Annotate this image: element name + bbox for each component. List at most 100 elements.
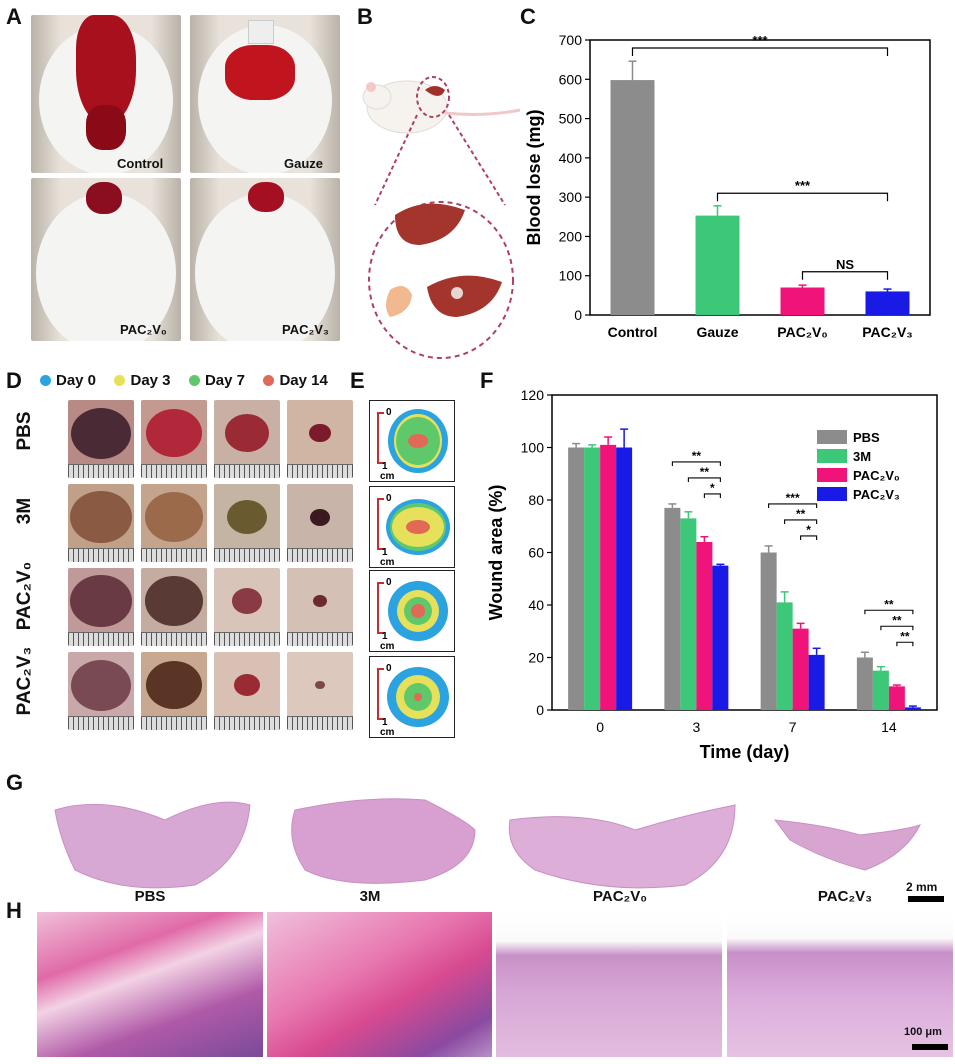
bar-PAC₂V₀ — [696, 542, 713, 710]
x-tick-label: Gauze — [696, 324, 738, 340]
wound-area — [145, 492, 203, 542]
x-tick-label: 7 — [789, 719, 797, 735]
significance-bracket — [716, 192, 889, 202]
legend-label-1: 3M — [853, 449, 871, 464]
legend-swatch-1 — [817, 449, 847, 463]
day7-dot-icon — [188, 375, 200, 386]
wound-photo — [287, 568, 353, 646]
histology-pbs-image — [37, 912, 263, 1057]
histology-title-pac2v0: PAC₂V₀ — [593, 888, 647, 905]
control-photo — [31, 15, 181, 173]
bar-PAC₂V₃ — [616, 447, 633, 710]
x-tick-label: 0 — [596, 719, 604, 735]
wound-area — [234, 673, 260, 697]
wound-area — [146, 661, 202, 709]
ruler — [68, 548, 134, 562]
y-tick-label: 500 — [559, 111, 583, 127]
ruler — [68, 464, 134, 478]
histology-overview — [54, 798, 921, 889]
row-label-pbs: PBS — [14, 411, 35, 451]
bar-PAC₂V₃ — [904, 707, 921, 710]
ruler — [141, 716, 207, 730]
y-tick-label: 700 — [559, 32, 583, 48]
significance-label: *** — [795, 178, 811, 193]
significance-label: NS — [836, 257, 854, 272]
wound-trace-box: 0 1 cm — [369, 400, 455, 482]
trace-ring — [411, 604, 425, 618]
wound-photo — [214, 400, 280, 478]
wound-trace-box: 0 1 cm — [369, 570, 455, 652]
significance-label: ** — [884, 597, 894, 611]
legend-swatch-3 — [817, 487, 847, 501]
plot-frame — [589, 39, 931, 316]
wound-photo — [214, 484, 280, 562]
panel-label-f: F — [480, 368, 494, 393]
bar-3M — [680, 518, 697, 710]
row-label-pac2v3: PAC₂V₃ — [14, 646, 35, 716]
wound-area — [70, 490, 132, 544]
wound-trace-box: 0 1 cm — [369, 486, 455, 568]
bar-PAC₂V₃ — [712, 565, 729, 710]
scale-label-g: 2 mm — [906, 880, 938, 894]
wound-area — [313, 595, 327, 607]
ruler — [68, 632, 134, 646]
y-tick-label: 40 — [528, 597, 544, 613]
scale-unit-label: cm — [380, 727, 395, 737]
x-tick-label: 3 — [692, 719, 700, 735]
wound-area — [227, 500, 267, 534]
day14-dot-icon — [263, 375, 275, 386]
y-tick-label: 100 — [559, 268, 583, 284]
significance-bracket — [671, 461, 721, 466]
y-tick-label: 100 — [521, 440, 545, 456]
significance-bracket — [768, 503, 818, 508]
trace-ring — [406, 520, 430, 534]
bar-PBS — [664, 507, 681, 710]
wound-photo — [141, 652, 207, 730]
legend-label-3: PAC₂V₃ — [853, 487, 900, 502]
y-tick-label: 400 — [559, 150, 583, 166]
wound-trace: 0 1cm — [377, 407, 448, 482]
scale-bracket — [377, 412, 384, 464]
scale-bottom-label: 1 — [382, 461, 388, 472]
wound-area — [310, 508, 330, 526]
scale-top-label: 0 — [386, 663, 392, 674]
wound-photo — [141, 400, 207, 478]
significance-bracket — [801, 271, 889, 280]
bar-3 — [865, 291, 910, 315]
ruler — [287, 716, 353, 730]
x-tick-label: PAC₂V₃ — [862, 324, 913, 340]
scale-unit-label: cm — [380, 641, 395, 651]
wound-area — [232, 588, 262, 614]
scale-top-label: 0 — [386, 493, 392, 504]
x-tick-label: PAC₂V₀ — [777, 324, 827, 340]
wound-area — [309, 423, 331, 443]
wound-photo — [287, 484, 353, 562]
wound-area — [146, 409, 202, 457]
legend-day3: Day 3 — [114, 372, 171, 389]
ruler — [214, 716, 280, 730]
significance-bracket — [784, 519, 818, 524]
x-axis-label: Time (day) — [700, 742, 790, 762]
bar-PBS — [760, 552, 777, 710]
pac2v3-photo — [190, 178, 340, 341]
scale-bar-g — [908, 896, 944, 902]
ruler — [287, 632, 353, 646]
wound-photo — [141, 484, 207, 562]
bar-3M — [872, 670, 889, 710]
x-tick-label: Control — [608, 324, 658, 340]
significance-bracket — [880, 625, 914, 631]
wound-trace: 0 1cm — [377, 493, 450, 568]
scale-bar-h — [912, 1044, 948, 1050]
wound-area — [71, 407, 131, 459]
panel-label-b: B — [357, 4, 373, 29]
bar-0 — [610, 80, 655, 315]
scale-bottom-label: 1 — [382, 631, 388, 642]
wound-area — [315, 680, 325, 690]
significance-label: ** — [900, 629, 910, 643]
legend-label-2: PAC₂V₀ — [853, 468, 900, 483]
scale-top-label: 0 — [386, 407, 392, 418]
wound-trace: 0 1cm — [377, 663, 449, 738]
panel-label-d: D — [6, 368, 22, 393]
wound-area — [71, 659, 131, 711]
legend-swatch-2 — [817, 468, 847, 482]
